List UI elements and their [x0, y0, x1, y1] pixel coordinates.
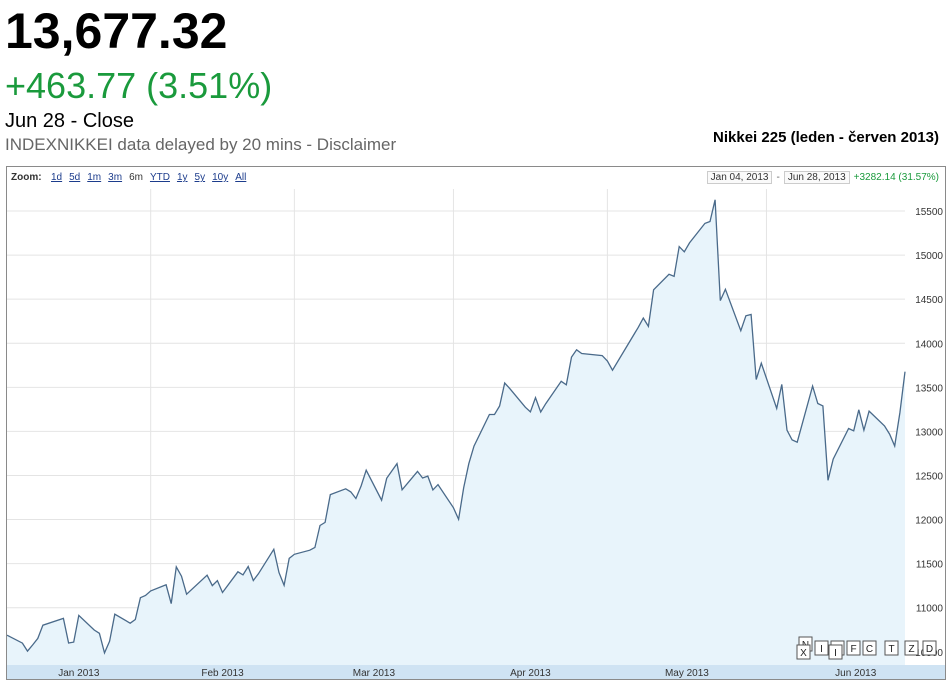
- zoom-option-5d[interactable]: 5d: [69, 172, 81, 183]
- news-flag-box: [828, 644, 843, 660]
- y-tick-label: 12500: [915, 471, 943, 482]
- index-price: 13,677.32: [5, 3, 228, 59]
- news-flag-box: [846, 640, 861, 656]
- news-flag-letter: I: [834, 648, 837, 659]
- news-flag-letter: I: [820, 644, 823, 655]
- zoom-option-5y[interactable]: 5y: [194, 172, 206, 183]
- y-tick-label: 15000: [915, 251, 943, 262]
- news-flag-box: [922, 640, 937, 656]
- chart-frame: Zoom: 1d 5d 1m 3m 6m YTD 1y 5y 10y All Jan 04, 20…: [6, 166, 946, 680]
- zoom-option-10y[interactable]: 10y: [212, 172, 229, 183]
- x-month-label: Apr 2013: [510, 668, 551, 679]
- zoom-option-6m[interactable]: 6m: [129, 172, 143, 183]
- x-month-label: Jan 2013: [58, 668, 100, 679]
- news-flag[interactable]: D: [922, 640, 937, 656]
- news-flag[interactable]: I: [814, 640, 829, 656]
- news-flag[interactable]: F: [846, 640, 861, 656]
- delay-disclaimer[interactable]: INDEXNIKKEI data delayed by 20 mins - Di…: [5, 135, 397, 154]
- news-flag[interactable]: X: [796, 644, 811, 660]
- x-month-label: Feb 2013: [201, 668, 244, 679]
- news-flag-letter: D: [926, 644, 933, 655]
- y-tick-label: 15500: [915, 207, 943, 218]
- x-axis-band: [7, 665, 945, 679]
- news-flag-box: [862, 640, 877, 656]
- zoom-options: 1d 5d 1m 3m 6m YTD 1y 5y 10y All: [51, 167, 253, 189]
- news-flag-letter: Z: [908, 644, 914, 655]
- y-tick-label: 12000: [915, 516, 943, 527]
- news-flag-box: [904, 640, 919, 656]
- news-flag-letter: X: [800, 648, 807, 659]
- y-tick-label: 13500: [915, 383, 943, 394]
- news-flag[interactable]: T: [884, 640, 899, 656]
- zoom-option-1m[interactable]: 1m: [87, 172, 102, 183]
- x-month-label: Jun 2013: [835, 668, 877, 679]
- y-tick-label: 11500: [916, 560, 944, 571]
- zoom-option-all[interactable]: All: [235, 172, 247, 183]
- news-flag-letter: C: [866, 644, 873, 655]
- news-flag-letter: F: [850, 644, 856, 655]
- news-flag[interactable]: I: [828, 644, 843, 660]
- zoom-option-1d[interactable]: 1d: [51, 172, 63, 183]
- news-flag-box: [884, 640, 899, 656]
- price-change: +463.77 (3.51%): [5, 65, 273, 106]
- range-end-date[interactable]: Jun 28, 2013: [783, 171, 850, 184]
- date-range: Jan 04, 2013- Jun 28, 2013 +3282.14 (31.57…: [706, 171, 939, 185]
- series-area: [7, 199, 905, 666]
- range-start-date[interactable]: Jan 04, 2013: [706, 171, 773, 184]
- close-date: Jun 28 - Close: [5, 110, 134, 132]
- zoom-option-1y[interactable]: 1y: [176, 172, 188, 183]
- news-flag-letter: T: [888, 644, 894, 655]
- y-tick-label: 14500: [915, 295, 943, 306]
- price-chart[interactable]: 1050011000115001200012500130001350014000…: [7, 189, 945, 679]
- y-tick-label: 11000: [916, 604, 944, 615]
- news-flag[interactable]: Z: [904, 640, 919, 656]
- x-month-label: May 2013: [665, 668, 709, 679]
- news-flag-box: [796, 644, 811, 660]
- range-separator: -: [776, 172, 780, 183]
- news-flag[interactable]: C: [862, 640, 877, 656]
- zoom-option-3m[interactable]: 3m: [108, 172, 123, 183]
- zoom-option-ytd[interactable]: YTD: [149, 172, 170, 183]
- x-month-label: Mar 2013: [353, 668, 396, 679]
- y-tick-label: 14000: [915, 339, 943, 350]
- news-flag-box: [814, 640, 829, 656]
- zoom-toolbar: Zoom: 1d 5d 1m 3m 6m YTD 1y 5y 10y All Jan 04, 20…: [7, 167, 945, 189]
- range-change: +3282.14 (31.57%): [853, 172, 939, 183]
- series-line: [7, 199, 906, 655]
- zoom-label: Zoom:: [11, 172, 42, 183]
- chart-title: Nikkei 225 (leden - červen 2013): [713, 129, 939, 146]
- y-tick-label: 13000: [915, 427, 943, 438]
